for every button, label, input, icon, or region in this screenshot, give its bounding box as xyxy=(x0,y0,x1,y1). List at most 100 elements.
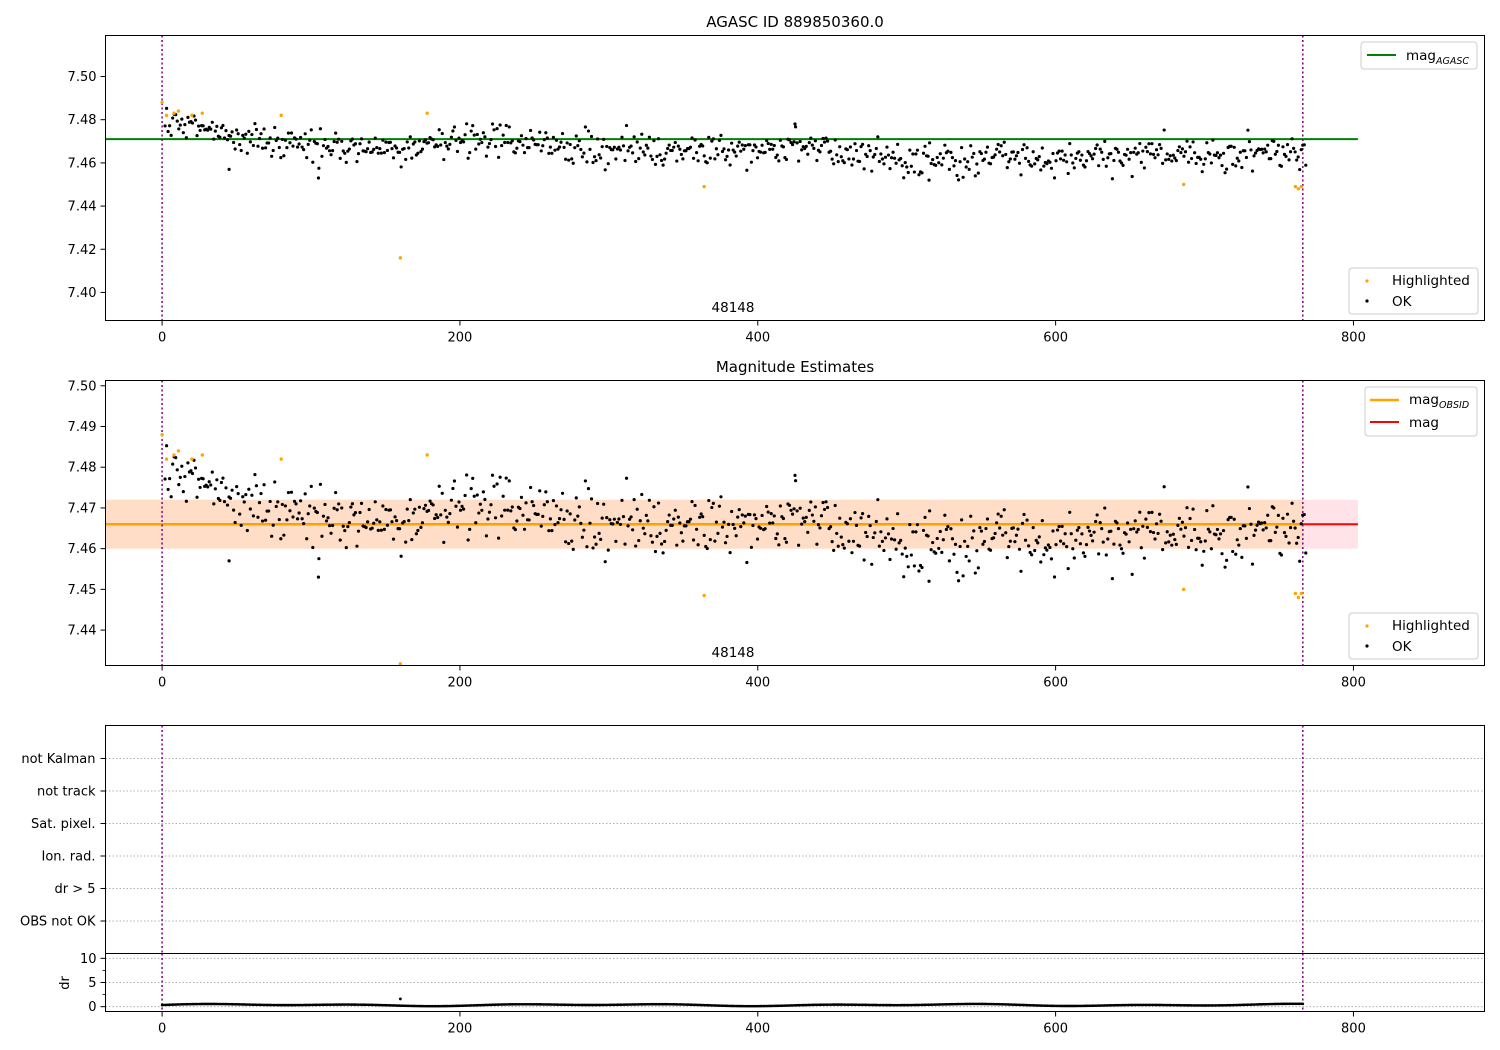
highlighted-point xyxy=(702,593,706,598)
ok-point xyxy=(388,508,393,512)
ok-point xyxy=(186,115,190,119)
ok-point xyxy=(728,551,732,555)
ok-point xyxy=(690,136,694,140)
x-tick-label: 200 xyxy=(448,676,473,691)
ok-point xyxy=(500,514,504,518)
ok-point xyxy=(894,161,898,165)
ok-point xyxy=(650,157,655,162)
ok-point xyxy=(206,128,210,132)
ok-point xyxy=(1023,156,1028,160)
ok-point xyxy=(316,176,321,180)
ok-point xyxy=(189,469,193,473)
ok-point xyxy=(597,531,601,535)
ok-point xyxy=(1260,147,1264,151)
panel1-reference-lines xyxy=(105,35,1358,321)
ok-point xyxy=(787,503,792,507)
ok-point xyxy=(1302,512,1306,517)
ok-point xyxy=(315,510,319,515)
ok-point xyxy=(394,146,399,150)
x-tick-label: 800 xyxy=(1341,1022,1366,1037)
ok-point xyxy=(426,141,431,145)
ok-point xyxy=(1081,551,1086,555)
ok-point xyxy=(536,512,540,516)
ok-point xyxy=(1170,543,1174,547)
ok-point xyxy=(591,546,595,550)
ok-point xyxy=(297,142,301,146)
ok-point xyxy=(408,135,412,139)
flag-category-label: dr > 5 xyxy=(54,882,95,897)
ok-point xyxy=(929,548,933,552)
y-tick-label: 7.46 xyxy=(68,542,97,557)
ok-point xyxy=(1104,164,1108,168)
ok-point xyxy=(1217,537,1221,541)
ok-point xyxy=(599,537,603,541)
panel2-line-legend: magOBSID mag xyxy=(1364,386,1478,437)
ok-point xyxy=(1247,140,1252,144)
ok-point xyxy=(1261,528,1265,532)
ok-point xyxy=(209,127,213,131)
ok-point xyxy=(1060,524,1064,528)
ok-point xyxy=(562,517,566,521)
ok-point xyxy=(861,142,865,146)
highlighted-point xyxy=(200,111,204,115)
ok-point xyxy=(947,167,952,171)
ok-point xyxy=(1287,541,1291,545)
ok-point xyxy=(455,149,460,154)
ok-point xyxy=(239,523,243,527)
ok-point xyxy=(213,129,217,133)
ok-point xyxy=(766,141,770,146)
ok-point xyxy=(751,149,755,153)
ok-point xyxy=(198,128,202,133)
ok-point xyxy=(1072,556,1076,560)
ok-point xyxy=(1103,506,1107,510)
ok-point xyxy=(1072,166,1076,170)
ok-point xyxy=(1069,532,1073,536)
ok-point xyxy=(303,132,307,136)
ok-point xyxy=(330,523,335,528)
ok-point xyxy=(964,554,968,559)
ok-point xyxy=(690,500,694,504)
ok-point xyxy=(536,143,540,147)
ok-point xyxy=(835,531,839,536)
ok-point xyxy=(181,131,185,135)
ok-point xyxy=(638,519,642,523)
x-tick-label: 400 xyxy=(745,676,770,691)
ok-point xyxy=(212,502,216,506)
ok-point xyxy=(169,133,173,137)
ok-point xyxy=(506,508,510,512)
highlighted-point xyxy=(398,256,403,260)
ok-point xyxy=(324,519,329,523)
ok-point xyxy=(638,146,642,150)
ok-point xyxy=(928,509,932,513)
ok-point xyxy=(899,156,903,161)
ok-point xyxy=(1001,154,1005,158)
ok-point xyxy=(1273,530,1277,534)
panel1-point-legend: Highlighted OK xyxy=(1348,267,1479,315)
ok-point xyxy=(842,161,846,165)
ok-point xyxy=(912,564,916,568)
ok-point xyxy=(1054,159,1058,163)
ok-point xyxy=(219,480,224,485)
ok-point xyxy=(530,500,534,504)
ok-point xyxy=(340,506,344,510)
ok-point xyxy=(335,140,339,144)
ok-point xyxy=(1168,533,1172,537)
panel1-frame xyxy=(105,35,1485,321)
ok-point xyxy=(562,145,566,149)
ok-point xyxy=(439,143,443,147)
ok-point xyxy=(460,504,464,508)
ok-point xyxy=(879,152,883,156)
ok-point xyxy=(308,138,312,142)
ok-point xyxy=(446,147,450,151)
ok-point xyxy=(506,140,510,145)
ok-point xyxy=(565,509,569,513)
ok-point xyxy=(934,551,938,555)
ok-point xyxy=(1272,139,1276,143)
ok-point xyxy=(399,554,403,558)
ok-point xyxy=(230,130,234,134)
ok-point xyxy=(1202,162,1206,166)
ok-point xyxy=(551,498,556,503)
ok-point xyxy=(497,536,501,540)
ok-point xyxy=(1043,546,1047,550)
highlighted-point xyxy=(200,453,204,457)
